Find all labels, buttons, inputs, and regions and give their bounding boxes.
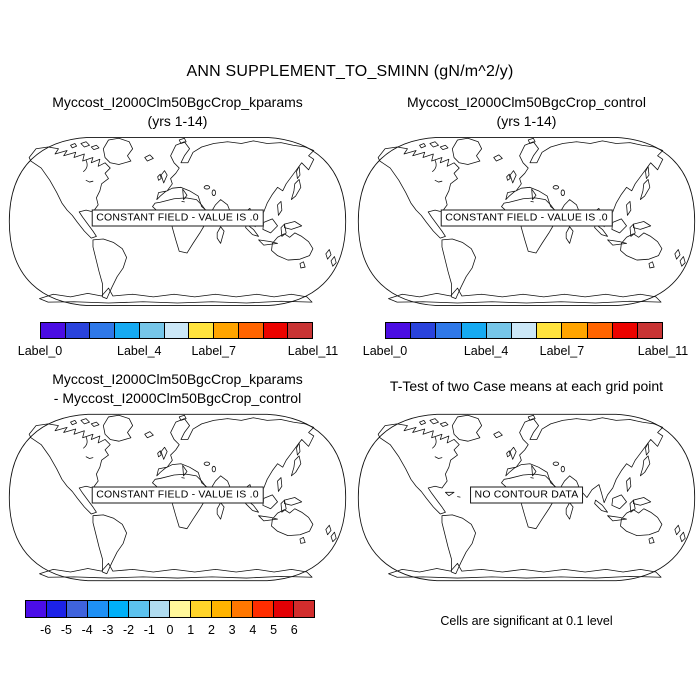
colorbar-tick-label: Label_7 <box>539 344 585 358</box>
colorbar-cell <box>210 601 232 617</box>
panel-title-line: Myccost_I2000Clm50BgcCrop_control <box>407 94 646 110</box>
colorbar-cell <box>252 601 273 617</box>
no-contour-data-box: NO CONTOUR DATA <box>469 486 584 504</box>
colorbar-tick-label: 5 <box>270 623 278 637</box>
colorbar-cell <box>410 323 436 338</box>
colorbar-cell <box>26 601 46 617</box>
colorbar-cell <box>114 323 139 338</box>
significance-note: Cells are significant at 0.1 level <box>440 614 613 628</box>
colorbar-tick-label: 4 <box>249 623 257 637</box>
colorbar-tick-label: Label_4 <box>117 344 162 358</box>
panel-title-line: (yrs 1-14) <box>147 112 208 129</box>
colorbar-cell <box>41 323 65 338</box>
colorbar-cell <box>435 323 461 338</box>
colorbar-cell <box>107 601 129 617</box>
colorbar-labels: -6 -5 -4 -3 -2 -1 0 1 2 3 4 5 6 <box>25 623 315 638</box>
panel-title-line: - Myccost_I2000Clm50BgcCrop_control <box>53 389 302 406</box>
colorbar-cells <box>25 600 315 618</box>
figure-title: ANN SUPPLEMENT_TO_SMINN (gN/m^2/y) <box>186 63 514 80</box>
colorbar-cell <box>45 601 67 617</box>
colorbar-cell <box>188 323 214 338</box>
colorbar-labels: Label_0 Label_4 Label_7 Label_11 <box>363 344 689 359</box>
colorbar-tick-label: 2 <box>207 623 215 637</box>
colorbar-cell <box>460 323 486 338</box>
colorbar-cell <box>86 601 108 617</box>
colorbar-tick-label: Label_7 <box>191 344 236 358</box>
colorbar-cell <box>561 323 587 338</box>
colorbar-cell <box>64 323 90 338</box>
colorbar-tick-label: Label_4 <box>463 344 509 358</box>
colorbar-tick-label: -6 <box>40 623 52 637</box>
panel-title-line: (yrs 1-14) <box>496 112 557 129</box>
panel-bottom-left-title: Myccost_I2000Clm50BgcCrop_kparams - Mycc… <box>5 370 350 407</box>
colorbar-tick-label: Label_11 <box>637 344 689 358</box>
constant-field-box: CONSTANT FIELD - VALUE IS .0 <box>440 209 613 227</box>
panel-title-line: T-Test of two Case means at each grid po… <box>389 378 664 394</box>
colorbar-cell <box>213 323 238 338</box>
world-map-top-right: CONSTANT FIELD - VALUE IS .0 <box>354 133 699 310</box>
colorbar-tick-label: -4 <box>81 623 93 637</box>
colorbar-cell <box>636 323 663 338</box>
colorbar-cell <box>190 601 211 617</box>
colorbar-cell <box>237 323 263 338</box>
panel-top-left-title: Myccost_I2000Clm50BgcCrop_kparams (yrs 1… <box>5 93 350 130</box>
colorbar-tick-label: -5 <box>60 623 72 637</box>
colorbar-tick-label: 0 <box>166 623 174 637</box>
colorbar-cell <box>231 601 253 617</box>
colorbar-tick-label: 3 <box>228 623 236 637</box>
colorbar-cell <box>386 323 411 338</box>
colorbar-cell <box>169 601 191 617</box>
colorbar-bottom-left: -6 -5 -4 -3 -2 -1 0 1 2 3 4 5 6 <box>25 600 315 637</box>
colorbar-cell <box>536 323 562 338</box>
colorbar-cell <box>66 601 87 617</box>
colorbar-cell <box>586 323 612 338</box>
constant-field-box: CONSTANT FIELD - VALUE IS .0 <box>91 486 264 504</box>
colorbar-cell <box>89 323 115 338</box>
panel-title-line: Myccost_I2000Clm50BgcCrop_kparams <box>52 371 303 387</box>
colorbar-cells <box>40 322 313 339</box>
colorbar-cell <box>138 323 164 338</box>
colorbar-cell <box>272 601 294 617</box>
colorbar-tick-label: Label_0 <box>362 344 408 358</box>
colorbar-tick-label: Label_11 <box>287 344 339 358</box>
constant-field-box: CONSTANT FIELD - VALUE IS .0 <box>91 209 264 227</box>
panel-title-line: Myccost_I2000Clm50BgcCrop_kparams <box>52 94 303 110</box>
colorbar-cell <box>128 601 149 617</box>
colorbar-cell <box>262 323 288 338</box>
colorbar-tick-label: 6 <box>290 623 298 637</box>
colorbar-cell <box>485 323 511 338</box>
colorbar-tick-label: -1 <box>143 623 155 637</box>
colorbar-top-left: Label_0 Label_4 Label_7 Label_11 <box>18 322 338 358</box>
colorbar-tick-label: -2 <box>123 623 135 637</box>
colorbar-labels: Label_0 Label_4 Label_7 Label_11 <box>18 344 339 359</box>
colorbar-cell <box>287 323 313 338</box>
panel-top-right-title: Myccost_I2000Clm50BgcCrop_control (yrs 1… <box>354 93 699 130</box>
world-map-bottom-right: NO CONTOUR DATA <box>354 410 699 585</box>
colorbar-cell <box>148 601 170 617</box>
panel-bottom-right-title: T-Test of two Case means at each grid po… <box>354 377 699 396</box>
world-map-top-left: CONSTANT FIELD - VALUE IS .0 <box>5 133 350 310</box>
colorbar-cell <box>510 323 537 338</box>
colorbar-tick-label: -3 <box>102 623 114 637</box>
world-map-bottom-left: CONSTANT FIELD - VALUE IS .0 <box>5 410 350 585</box>
colorbar-cell <box>611 323 637 338</box>
colorbar-tick-label: 1 <box>187 623 195 637</box>
colorbar-cell <box>163 323 189 338</box>
colorbar-top-right: Label_0 Label_4 Label_7 Label_11 <box>363 322 688 358</box>
colorbar-cell <box>293 601 314 617</box>
colorbar-cells <box>385 322 663 339</box>
colorbar-tick-label: Label_0 <box>17 344 63 358</box>
